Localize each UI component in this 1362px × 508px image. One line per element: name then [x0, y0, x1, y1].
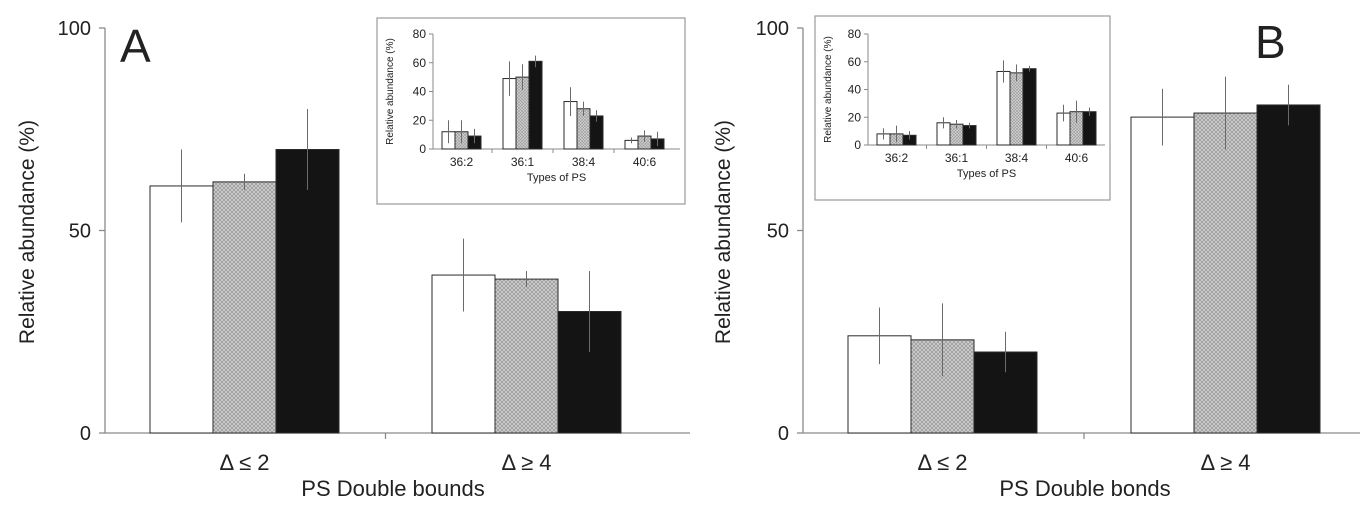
- inset-x-tick-label: 38:4: [572, 155, 596, 169]
- inset-chart: 0 20 40 60 80 36:2 36:1 38:4 40:6 Types of PS Rela…: [376, 17, 686, 205]
- y-tick-label: 50: [767, 221, 789, 243]
- panel-b-marks: 0 50 100 Δ ≤ 2 Δ ≥ 4 0 20 40 60 80 36:2 36:1 38:4 40:…: [756, 15, 1360, 475]
- panel-b: 0 50 100 Δ ≤ 2 Δ ≥ 4 0 20 40 60 80 36:2 36:1 38:4 40:…: [712, 15, 1360, 501]
- bar: [1130, 116, 1195, 434]
- inset-y-tick-label: 80: [413, 27, 427, 41]
- inset-chart: 0 20 40 60 80 36:2 36:1 38:4 40:6 Types of PS Rela…: [814, 15, 1111, 201]
- y-tick-label: 100: [58, 18, 91, 40]
- inset-y-tick-label: 0: [854, 138, 861, 152]
- inset-x-tick-label: 36:1: [945, 151, 969, 165]
- panel-a-ylabel: Relative abundance (%): [16, 120, 39, 344]
- inset-y-tick-label: 20: [413, 113, 427, 127]
- inset-bar: [1022, 68, 1037, 146]
- inset-x-tick-label: 38:4: [1005, 151, 1029, 165]
- inset-x-tick-label: 36:2: [450, 155, 474, 169]
- y-tick-label: 0: [778, 423, 789, 445]
- inset-ylabel: Relative abundance (%): [823, 36, 834, 143]
- bar: [1256, 104, 1321, 434]
- inset-x-tick-label: 40:6: [633, 155, 657, 169]
- inset-x-tick-label: 36:1: [511, 155, 535, 169]
- inset-y-tick-label: 60: [848, 55, 862, 69]
- bar: [212, 181, 277, 434]
- inset-ylabel: Relative abundance (%): [385, 38, 396, 145]
- inset-xlabel: Types of PS: [527, 172, 586, 184]
- x-tick-label: Δ ≥ 4: [1200, 450, 1250, 475]
- inset-bar: [1082, 111, 1097, 146]
- inset-x-tick-label: 36:2: [885, 151, 909, 165]
- inset-bar: [962, 125, 977, 146]
- inset-y-tick-label: 20: [848, 110, 862, 124]
- inset-y-tick-label: 80: [848, 27, 862, 41]
- inset-y-tick-label: 40: [413, 85, 427, 99]
- panel-b-xlabel: PS Double bonds: [999, 476, 1170, 501]
- panel-b-ylabel: Relative abundance (%): [712, 120, 735, 344]
- panel-a-marks: 0 50 100 Δ ≤ 2 Δ ≥ 4 0 20 40 60 80 36:2 36:1 38:4 40:…: [58, 17, 690, 475]
- y-tick-label: 100: [756, 18, 789, 40]
- inset-y-tick-label: 40: [848, 83, 862, 97]
- y-tick-label: 50: [69, 221, 91, 243]
- inset-bar: [1009, 72, 1024, 146]
- y-tick-label: 0: [80, 423, 91, 445]
- panel-a-label: A: [120, 20, 151, 72]
- inset-y-tick-label: 0: [419, 142, 426, 156]
- inset-frame: [814, 15, 1111, 201]
- inset-y-tick-label: 60: [413, 56, 427, 70]
- panel-a: 0 50 100 Δ ≤ 2 Δ ≥ 4 0 20 40 60 80 36:2 36:1 38:4 40:…: [16, 17, 690, 501]
- bar: [149, 185, 214, 434]
- inset-frame: [376, 17, 686, 205]
- x-tick-label: Δ ≤ 2: [917, 450, 967, 475]
- bar: [1193, 112, 1258, 434]
- x-tick-label: Δ ≥ 4: [501, 450, 551, 475]
- bar: [494, 278, 559, 434]
- panel-a-xlabel: PS Double bounds: [301, 476, 484, 501]
- inset-xlabel: Types of PS: [957, 168, 1016, 180]
- inset-bar: [528, 60, 543, 150]
- inset-x-tick-label: 40:6: [1065, 151, 1089, 165]
- x-tick-label: Δ ≤ 2: [219, 450, 269, 475]
- bar: [275, 149, 340, 434]
- panel-b-label: B: [1255, 16, 1286, 68]
